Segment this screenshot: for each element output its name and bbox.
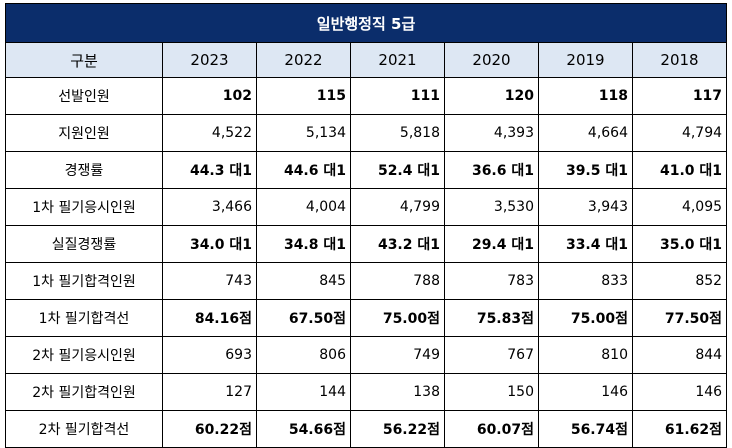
header-year: 2019 [538,42,633,78]
table-cell: 5,818 [350,114,445,152]
header-year: 2018 [631,42,728,78]
table-cell: 4,522 [162,114,257,152]
header-year: 2023 [162,42,257,78]
table-row: 지원인원 4,522 5,134 5,818 4,393 4,664 4,794 [5,114,728,152]
table-cell: 743 [162,262,257,300]
header-year: 2021 [350,42,445,78]
table-cell: 33.4 대1 [538,225,633,263]
row-label: 지원인원 [5,114,163,152]
table-cell: 67.50점 [256,299,351,337]
table-body: 선발인원 102 115 111 120 118 117 지원인원 4,522 5,134 5,81… [5,77,728,448]
table-cell: 3,530 [444,188,539,226]
table-row: 선발인원 102 115 111 120 118 117 [5,77,728,115]
header-year: 2022 [256,42,351,78]
table-cell: 118 [538,77,633,115]
table-title: 일반행정직 5급 [4,3,728,43]
table-cell: 767 [444,336,539,374]
table-cell: 833 [538,262,633,300]
table-cell: 138 [350,373,445,411]
header-label: 구분 [5,42,163,78]
header-year: 2020 [444,42,539,78]
table-cell: 102 [162,77,257,115]
table-cell: 144 [256,373,351,411]
table-cell: 117 [631,77,728,115]
row-label: 1차 필기합격선 [5,299,163,337]
table-cell: 4,004 [256,188,351,226]
table-row: 경쟁률 44.3 대1 44.6 대1 52.4 대1 36.6 대1 39.5 대1 41… [5,151,728,189]
table-cell: 111 [350,77,445,115]
table-cell: 36.6 대1 [444,151,539,189]
table-cell: 5,134 [256,114,351,152]
table-cell: 75.83점 [444,299,539,337]
table-cell: 150 [444,373,539,411]
table-cell: 844 [631,336,728,374]
table-cell: 852 [631,262,728,300]
row-label: 2차 필기합격선 [5,410,163,448]
table-cell: 52.4 대1 [350,151,445,189]
table-cell: 845 [256,262,351,300]
table-cell: 61.62점 [631,410,728,448]
exam-stats-table-container: 일반행정직 5급 구분 2023 2022 2021 2020 2019 201… [4,3,728,448]
table-cell: 3,943 [538,188,633,226]
table-cell: 4,799 [350,188,445,226]
table-header-row: 구분 2023 2022 2021 2020 2019 2018 [5,42,728,78]
row-label: 경쟁률 [5,151,163,189]
table-cell: 4,393 [444,114,539,152]
table-title-row: 일반행정직 5급 [4,3,728,43]
table-cell: 54.66점 [256,410,351,448]
table-cell: 788 [350,262,445,300]
row-label: 2차 필기응시인원 [5,336,163,374]
table-cell: 44.6 대1 [256,151,351,189]
table-row: 1차 필기합격인원 743 845 788 783 833 852 [5,262,728,300]
row-label: 선발인원 [5,77,163,115]
row-label: 2차 필기합격인원 [5,373,163,411]
table-cell: 810 [538,336,633,374]
table-cell: 34.0 대1 [162,225,257,263]
table-cell: 41.0 대1 [631,151,728,189]
table-cell: 75.00점 [538,299,633,337]
table-cell: 120 [444,77,539,115]
table-row: 2차 필기합격인원 127 144 138 150 146 146 [5,373,728,411]
row-label: 1차 필기합격인원 [5,262,163,300]
table-cell: 56.74점 [538,410,633,448]
table-cell: 146 [631,373,728,411]
table-row: 1차 필기응시인원 3,466 4,004 4,799 3,530 3,943 4,095 [5,188,728,226]
table-cell: 77.50점 [631,299,728,337]
table-cell: 749 [350,336,445,374]
row-label: 1차 필기응시인원 [5,188,163,226]
table-cell: 127 [162,373,257,411]
table-cell: 4,794 [631,114,728,152]
table-row: 1차 필기합격선 84.16점 67.50점 75.00점 75.83점 75.00점 77… [5,299,728,337]
table-row: 2차 필기응시인원 693 806 749 767 810 844 [5,336,728,374]
table-cell: 84.16점 [162,299,257,337]
table-cell: 4,664 [538,114,633,152]
table-cell: 43.2 대1 [350,225,445,263]
table-cell: 4,095 [631,188,728,226]
exam-stats-table: 일반행정직 5급 구분 2023 2022 2021 2020 2019 201… [4,3,728,448]
table-cell: 56.22점 [350,410,445,448]
table-cell: 35.0 대1 [631,225,728,263]
table-cell: 115 [256,77,351,115]
table-cell: 693 [162,336,257,374]
table-cell: 3,466 [162,188,257,226]
table-cell: 34.8 대1 [256,225,351,263]
table-cell: 60.22점 [162,410,257,448]
table-cell: 75.00점 [350,299,445,337]
row-label: 실질경쟁률 [5,225,163,263]
table-cell: 146 [538,373,633,411]
table-row: 실질경쟁률 34.0 대1 34.8 대1 43.2 대1 29.4 대1 33.4 대1… [5,225,728,263]
table-cell: 806 [256,336,351,374]
table-cell: 39.5 대1 [538,151,633,189]
table-cell: 60.07점 [444,410,539,448]
table-cell: 29.4 대1 [444,225,539,263]
table-cell: 44.3 대1 [162,151,257,189]
table-row: 2차 필기합격선 60.22점 54.66점 56.22점 60.07점 56.74점 61… [5,410,728,448]
table-cell: 783 [444,262,539,300]
